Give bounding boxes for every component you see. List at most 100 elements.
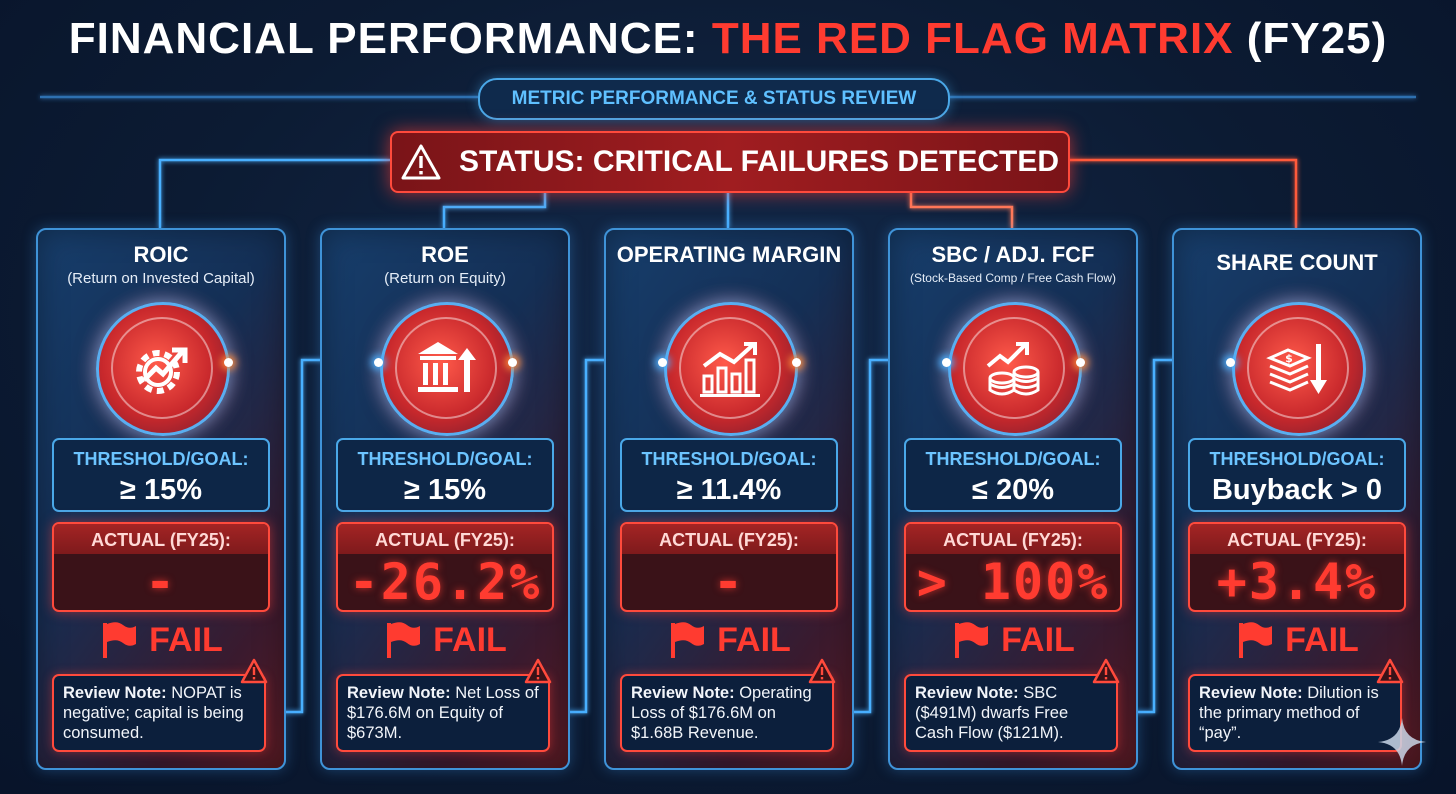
- threshold-value: ≥ 15%: [119, 474, 202, 506]
- threshold-value: ≤ 20%: [971, 474, 1054, 506]
- warning-icon: [1376, 658, 1404, 684]
- actual-value: - 10.7%: [712, 553, 746, 611]
- coins-trend-icon: [986, 342, 1040, 396]
- actual-box: ACTUAL (FY25):- 18.4%: [52, 522, 270, 612]
- threshold-label: THRESHOLD/GOAL:: [357, 449, 533, 469]
- review-text: NOPAT is negative; capital is being cons…: [63, 684, 244, 742]
- fail-indicator: FAIL: [1174, 620, 1420, 660]
- review-label: Review Note:: [915, 684, 1019, 702]
- status-banner: STATUS: CRITICAL FAILURES DETECTED: [390, 131, 1070, 193]
- review-note: Review Note: Operating Loss of $176.6M o…: [620, 658, 836, 752]
- threshold-box: THRESHOLD/GOAL: ≥ 15%: [52, 438, 270, 512]
- card-title: OPERATING MARGIN: [616, 242, 842, 267]
- fail-indicator: FAIL: [606, 620, 852, 660]
- connector-dot: [224, 358, 233, 367]
- actual-box: ACTUAL (FY25): -26.2%: [336, 522, 554, 612]
- card-title: ROIC: [133, 242, 189, 267]
- review-label: Review Note:: [63, 684, 167, 702]
- actual-label: ACTUAL (FY25):: [338, 524, 552, 554]
- connector-dot: [792, 358, 801, 367]
- red-flag-icon: [103, 622, 137, 658]
- warning-icon: [401, 144, 441, 180]
- review-note: Review Note: Net Loss of $176.6M on Equi…: [336, 658, 552, 752]
- connector-dot: [658, 358, 667, 367]
- warning-icon: [808, 658, 836, 684]
- red-flag-icon: [671, 622, 705, 658]
- connector-dot: [1076, 358, 1085, 367]
- review-text: Net Loss of $176.6M on Equity of $673M.: [347, 684, 539, 742]
- actual-label: ACTUAL (FY25):: [54, 524, 268, 554]
- actual-value: -26.2%: [348, 553, 542, 611]
- review-note: Review Note: Dilution is the primary met…: [1188, 658, 1404, 752]
- threshold-label: THRESHOLD/GOAL:: [73, 449, 249, 469]
- card-title: ROE: [421, 242, 469, 267]
- threshold-box: THRESHOLD/GOAL: ≤ 20%: [904, 438, 1122, 512]
- actual-label: ACTUAL (FY25):: [1190, 524, 1404, 554]
- metric-card-share-count: SHARE COUNT $ THRESHOLD/GOAL: Buyback > 0…: [1172, 228, 1422, 770]
- connector-dot: [508, 358, 517, 367]
- card-subtitle: (Stock-Based Comp / Free Cash Flow): [909, 271, 1117, 285]
- red-flag-icon: [1239, 622, 1273, 658]
- review-label: Review Note:: [631, 684, 735, 702]
- review-label: Review Note:: [1199, 684, 1303, 702]
- actual-value: - 18.4%: [144, 553, 178, 611]
- fail-label: FAIL: [717, 620, 791, 659]
- review-text: Operating Loss of $176.6M on $1.68B Reve…: [631, 684, 812, 742]
- bank-arrow-icon: [418, 342, 476, 392]
- connector-dot: [942, 358, 951, 367]
- metric-card-operating-margin: OPERATING MARGIN THRESHOLD/GOAL: ≥ 11.4% …: [604, 228, 854, 770]
- fail-label: FAIL: [1001, 620, 1075, 659]
- threshold-label: THRESHOLD/GOAL:: [925, 449, 1101, 469]
- icon-ring: [948, 302, 1082, 436]
- actual-box: ACTUAL (FY25): +3.4%: [1188, 522, 1406, 612]
- card-title: SHARE COUNT: [1216, 250, 1378, 275]
- threshold-box: THRESHOLD/GOAL: ≥ 11.4%: [620, 438, 838, 512]
- red-flag-icon: [955, 622, 989, 658]
- warning-icon: [1092, 658, 1120, 684]
- actual-label: ACTUAL (FY25):: [622, 524, 836, 554]
- review-text: SBC ($491M) dwarfs Free Cash Flow ($121M…: [915, 684, 1069, 742]
- card-title: SBC / ADJ. FCF: [931, 242, 1095, 267]
- warning-icon: [524, 658, 552, 684]
- red-flag-icon: [387, 622, 421, 658]
- review-label: Review Note:: [347, 684, 451, 702]
- title-suffix: (FY25): [1233, 14, 1388, 63]
- title-prefix: FINANCIAL PERFORMANCE:: [68, 14, 712, 63]
- connector-dot: [1226, 358, 1235, 367]
- actual-value: +3.4%: [1216, 553, 1378, 611]
- fail-indicator: FAIL: [322, 620, 568, 660]
- metric-card-sbc-fcf: SBC / ADJ. FCF (Stock-Based Comp / Free …: [888, 228, 1138, 770]
- actual-box: ACTUAL (FY25): > 100%: [904, 522, 1122, 612]
- title-highlight: THE RED FLAG MATRIX: [711, 14, 1234, 63]
- review-text: Dilution is the primary method of “pay”.: [1199, 684, 1379, 742]
- connector-dot: [374, 358, 383, 367]
- svg-text:$: $: [1285, 352, 1293, 365]
- warning-icon: [240, 658, 268, 684]
- threshold-value: ≥ 11.4%: [676, 474, 782, 506]
- icon-ring: [380, 302, 514, 436]
- review-note: Review Note: NOPAT is negative; capital …: [52, 658, 268, 752]
- metric-card-roe: ROE (Return on Equity) THRESHOLD/GOAL: ≥ …: [320, 228, 570, 770]
- card-subtitle: (Return on Equity): [384, 270, 506, 287]
- fail-label: FAIL: [1285, 620, 1359, 659]
- icon-ring: $: [1232, 302, 1366, 436]
- icon-ring: [96, 302, 230, 436]
- threshold-value: ≥ 15%: [403, 474, 486, 506]
- fail-indicator: FAIL: [38, 620, 284, 660]
- bar-chart-icon: [700, 342, 760, 397]
- sparkle-icon: [1378, 718, 1426, 766]
- status-text: STATUS: CRITICAL FAILURES DETECTED: [459, 145, 1059, 178]
- threshold-label: THRESHOLD/GOAL:: [641, 449, 817, 469]
- subtitle-pill: METRIC PERFORMANCE & STATUS REVIEW: [478, 78, 950, 120]
- gear-arrow-icon: [136, 347, 188, 394]
- actual-value: > 100%: [916, 553, 1110, 611]
- actual-box: ACTUAL (FY25):- 10.7%: [620, 522, 838, 612]
- fail-indicator: FAIL: [890, 620, 1136, 660]
- review-note: Review Note: SBC ($491M) dwarfs Free Cas…: [904, 658, 1120, 752]
- threshold-value: Buyback > 0: [1211, 474, 1383, 506]
- threshold-label: THRESHOLD/GOAL:: [1209, 449, 1385, 469]
- page-title: FINANCIAL PERFORMANCE: THE RED FLAG MATR…: [0, 14, 1456, 64]
- metric-card-roic: ROIC (Return on Invested Capital) THRESH…: [36, 228, 286, 770]
- threshold-box: THRESHOLD/GOAL: Buyback > 0: [1188, 438, 1406, 512]
